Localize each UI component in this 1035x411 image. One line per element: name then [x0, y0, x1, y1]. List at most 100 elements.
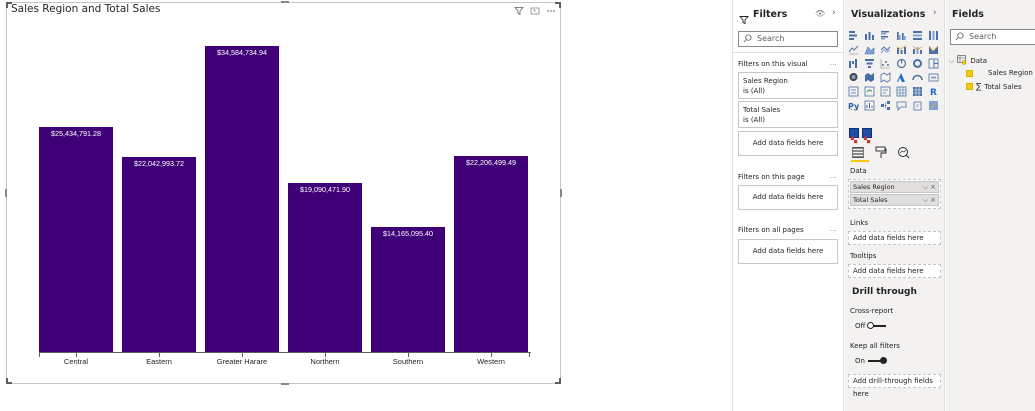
collapse-chevron-icon[interactable]: ›: [832, 8, 836, 18]
shape-map-icon[interactable]: [880, 72, 891, 83]
scatter-chart-icon[interactable]: [880, 58, 891, 69]
field-pill-sales-region[interactable]: Sales Region ⌵ ×: [850, 181, 939, 193]
visibility-eye-icon[interactable]: 👁: [815, 9, 826, 18]
remove-field-icon[interactable]: ×: [930, 196, 936, 204]
stacked-bar-chart-icon[interactable]: [848, 30, 859, 41]
remove-field-icon[interactable]: ×: [930, 183, 936, 191]
field-checkbox-checked[interactable]: [966, 83, 973, 90]
kpi-icon[interactable]: [864, 86, 875, 97]
resize-handle-top[interactable]: [281, 1, 289, 3]
table-icon[interactable]: [896, 86, 907, 97]
resize-corner-bottom-left[interactable]: [6, 378, 12, 384]
resize-handle-left[interactable]: [5, 189, 7, 197]
line-chart-icon[interactable]: [848, 44, 859, 55]
focus-mode-icon[interactable]: [530, 6, 540, 16]
clustered-bar-chart-icon[interactable]: [880, 30, 891, 41]
add-page-filter-dropzone[interactable]: Add data fields here: [738, 185, 838, 210]
axis-tick: [242, 353, 243, 357]
keep-all-filters-toggle[interactable]: On: [855, 357, 887, 365]
gauge-icon[interactable]: [912, 72, 923, 83]
paginated-report-icon[interactable]: [928, 100, 939, 111]
visual-title: Sales Region and Total Sales: [11, 3, 161, 15]
filters-search-input[interactable]: Search: [738, 31, 838, 47]
field-pill-total-sales[interactable]: Total Sales ⌵ ×: [850, 194, 939, 206]
key-influencers-icon[interactable]: [864, 100, 875, 111]
filters-on-page-label: Filters on this page: [738, 173, 805, 181]
analytics-magnifier-icon[interactable]: [897, 144, 910, 163]
more-visuals-icon[interactable]: ...: [850, 103, 859, 113]
bar-western[interactable]: $22,206,499.49: [454, 156, 528, 352]
slicer-icon[interactable]: [880, 86, 891, 97]
axis-tick: [491, 353, 492, 357]
fields-search-input[interactable]: Search: [950, 29, 1035, 45]
table-node-data[interactable]: ⌵ Data: [949, 55, 987, 67]
filled-map-icon[interactable]: [864, 72, 875, 83]
stacked-area-chart-icon[interactable]: [880, 44, 891, 55]
pie-chart-icon[interactable]: [896, 58, 907, 69]
report-canvas[interactable]: Sales Region and Total Sales $25,434,791…: [0, 0, 732, 411]
line-clustered-column-icon[interactable]: [896, 44, 907, 55]
drill-through-dropzone[interactable]: Add drill-through fields here: [848, 374, 941, 398]
donut-chart-icon[interactable]: [912, 58, 923, 69]
decomposition-tree-icon[interactable]: [880, 100, 891, 111]
100-stacked-column-icon[interactable]: [928, 30, 939, 41]
more-options-icon[interactable]: ...: [830, 172, 837, 180]
custom-visual-icon[interactable]: [849, 128, 859, 144]
resize-corner-bottom-right[interactable]: [555, 378, 561, 384]
multi-row-card-icon[interactable]: [848, 86, 859, 97]
bar-southern[interactable]: $14,165,095.40: [371, 227, 445, 352]
chevron-down-icon[interactable]: ⌵: [949, 56, 955, 65]
fields-tab-icon[interactable]: [851, 144, 865, 163]
funnel-icon[interactable]: [864, 58, 875, 69]
resize-corner-top-right[interactable]: [555, 2, 561, 8]
visual-type-gallery: R Py: [848, 30, 942, 113]
waterfall-chart-icon[interactable]: [848, 58, 859, 69]
area-chart-icon[interactable]: [864, 44, 875, 55]
card-icon[interactable]: [928, 72, 939, 83]
x-axis-label: Central: [63, 357, 89, 366]
chevron-down-icon[interactable]: ⌵: [922, 196, 928, 204]
python-visual-icon[interactable]: Py: [848, 100, 859, 111]
bar-northern[interactable]: $19,090,471.90: [288, 183, 362, 352]
bar-eastern[interactable]: $22,042,993.72: [122, 157, 196, 352]
smart-narrative-icon[interactable]: [912, 100, 923, 111]
stacked-column-chart-icon[interactable]: [864, 30, 875, 41]
filter-icon[interactable]: [514, 6, 524, 16]
field-total-sales[interactable]: ∑ Total Sales: [966, 82, 1022, 91]
qa-visual-icon[interactable]: [896, 100, 907, 111]
resize-handle-right[interactable]: [560, 189, 562, 197]
cross-report-toggle[interactable]: Off: [855, 322, 887, 330]
azure-map-icon[interactable]: [896, 72, 907, 83]
more-options-icon[interactable]: ...: [830, 225, 837, 233]
matrix-icon[interactable]: [912, 86, 923, 97]
filter-card-sales-region[interactable]: Sales Region is (All): [738, 72, 838, 99]
bar-chart-visual[interactable]: Sales Region and Total Sales $25,434,791…: [5, 1, 562, 385]
field-sales-region[interactable]: Sales Region: [966, 69, 1033, 77]
100-stacked-bar-icon[interactable]: [912, 30, 923, 41]
treemap-icon[interactable]: [928, 58, 939, 69]
r-script-visual-icon[interactable]: R: [928, 86, 939, 97]
custom-visual-icon[interactable]: [862, 128, 872, 144]
filters-on-all-pages-label: Filters on all pages: [738, 226, 804, 234]
bar-greater-harare[interactable]: $34,584,734.94: [205, 46, 279, 352]
field-checkbox-checked[interactable]: [966, 69, 973, 77]
line-stacked-column-icon[interactable]: [912, 44, 923, 55]
bar-central[interactable]: $25,434,791.28: [39, 127, 113, 352]
add-visual-filter-dropzone[interactable]: Add data fields here: [738, 131, 838, 156]
more-options-icon[interactable]: [546, 6, 556, 16]
format-paint-roller-icon[interactable]: [875, 144, 887, 163]
resize-handle-bottom[interactable]: [281, 383, 289, 385]
ribbon-chart-icon[interactable]: [928, 44, 939, 55]
map-icon[interactable]: [848, 72, 859, 83]
filter-card-total-sales[interactable]: Total Sales is (All): [738, 101, 838, 128]
data-field-well[interactable]: Sales Region ⌵ × Total Sales ⌵ ×: [848, 179, 941, 209]
collapse-chevron-icon[interactable]: ›: [933, 8, 937, 18]
more-options-icon[interactable]: ...: [830, 59, 837, 67]
add-report-filter-dropzone[interactable]: Add data fields here: [738, 239, 838, 264]
links-dropzone[interactable]: Add data fields here: [848, 231, 941, 245]
data-label: $19,090,471.90: [300, 185, 350, 194]
tooltips-dropzone[interactable]: Add data fields here: [848, 264, 941, 278]
resize-corner-top-left[interactable]: [6, 2, 12, 8]
clustered-column-chart-icon[interactable]: [896, 30, 907, 41]
chevron-down-icon[interactable]: ⌵: [922, 183, 928, 191]
